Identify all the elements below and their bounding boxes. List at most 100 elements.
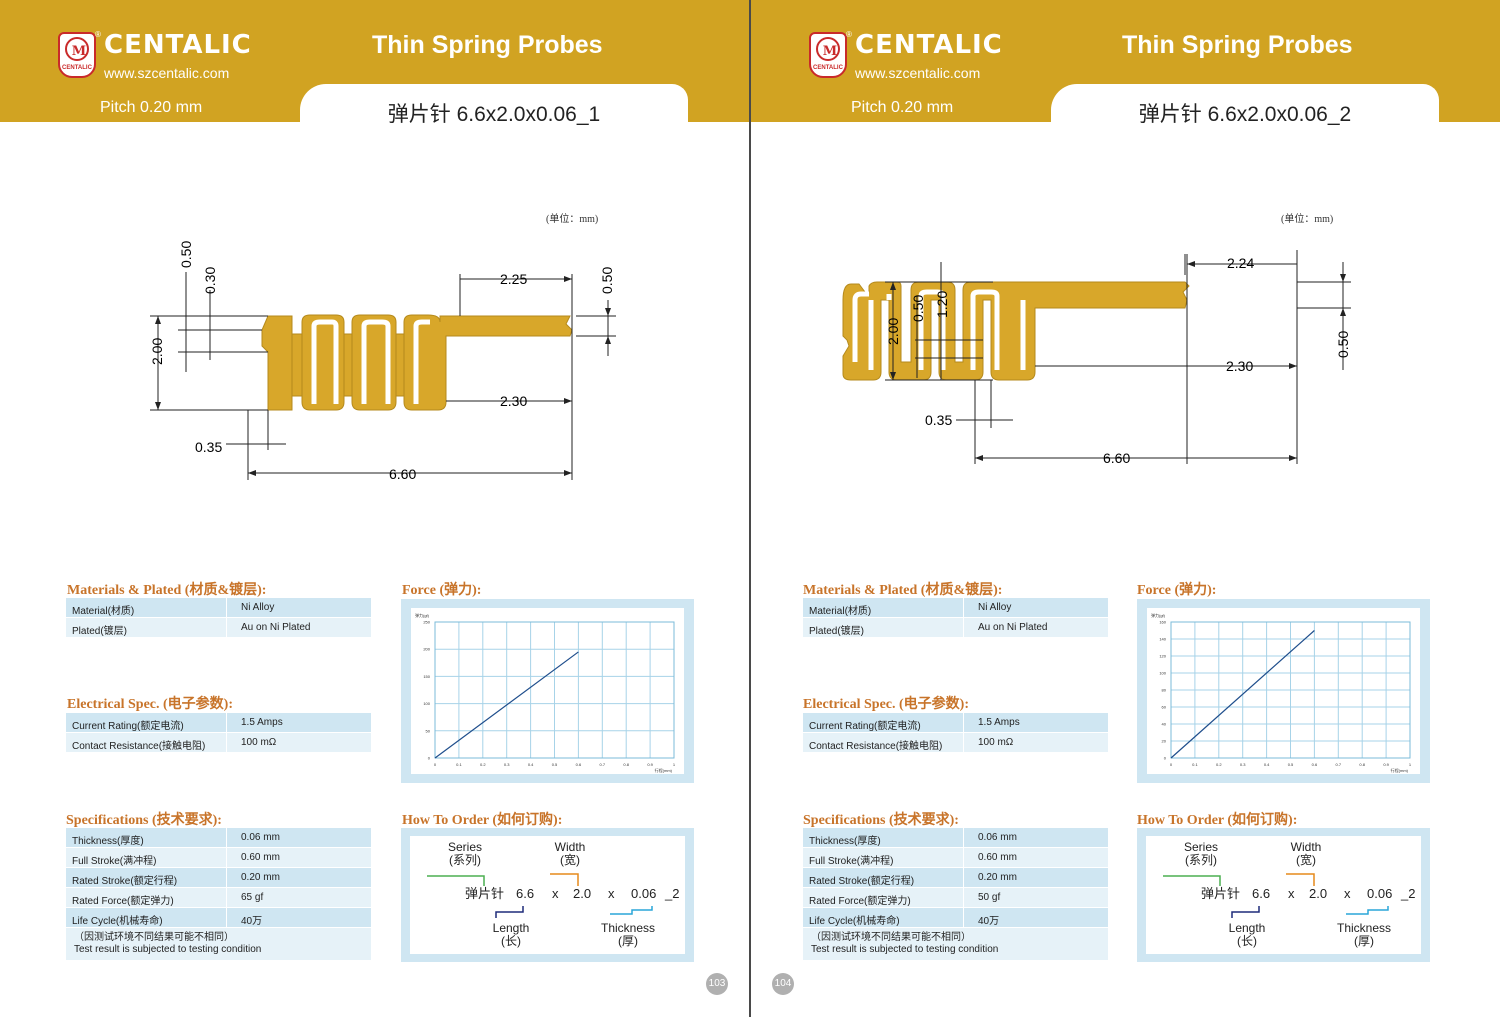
y-tick-label: 100 [1159, 671, 1166, 676]
order-code-name: 弹片针 [465, 886, 505, 901]
order-code-width: 2.0 [573, 886, 592, 901]
x-axis-label: 行程(mm) [1391, 767, 1409, 773]
y-tick-label: 40 [1162, 722, 1167, 727]
force-series-line [1170, 630, 1315, 759]
table-row: Rated Force(额定弹力) 50 gf [803, 888, 1108, 908]
y-tick-label: 120 [1159, 654, 1166, 659]
model-name: 弹片针 6.6x2.0x0.06_1 [387, 103, 601, 126]
x-tick-label: 0.7 [600, 762, 606, 767]
order-leaders [427, 873, 653, 918]
spec-table: Thickness(厚度) 0.06 mm Full Stroke(满冲程) 0.6… [66, 828, 371, 960]
x-tick-label: 0.8 [623, 762, 629, 767]
pitch-label: Pitch 0.20 mm [100, 99, 203, 116]
dim-2-30: 2.30 [500, 393, 527, 409]
x-tick-label: 0.2 [1216, 762, 1222, 767]
table-row: Plated(镀层) Au on Ni Plated [66, 618, 371, 638]
table-row: Plated(镀层) Au on Ni Plated [803, 618, 1108, 638]
y-tick-label: 0 [1164, 756, 1167, 761]
order-code-length: 6.6 [516, 886, 535, 901]
dim-2-30: 2.30 [1226, 358, 1253, 374]
x-tick-label: 0.7 [1336, 762, 1342, 767]
brand-name: CENTALIC [104, 30, 252, 60]
table-row: Thickness(厚度) 0.06 mm [66, 828, 371, 848]
table-row: Rated Stroke(额定行程) 0.20 mm [66, 868, 371, 888]
dim-6-60: 6.60 [389, 466, 416, 482]
table-row: Full Stroke(满冲程) 0.60 mm [803, 848, 1108, 868]
page-number: 104 [772, 973, 794, 995]
table-row: Material(材质) Ni Alloy [66, 598, 371, 618]
x-tick-label: 0.6 [1312, 762, 1318, 767]
page-title: Thin Spring Probes [1122, 31, 1353, 59]
model-name: 弹片针 6.6x2.0x0.06_2 [1138, 103, 1352, 126]
table-row: Full Stroke(满冲程) 0.60 mm [66, 848, 371, 868]
x-tick-label: 0 [434, 762, 437, 767]
order-code-width: 2.0 [1309, 886, 1328, 901]
table-row: Rated Stroke(额定行程) 0.20 mm [803, 868, 1108, 888]
order-code-frame: Series (系列) Width (宽) 弹片针 6.6 x 2.0 x 0.06… [401, 828, 694, 962]
dim-0-50-a: 0.50 [910, 295, 926, 322]
y-tick-label: 20 [1162, 739, 1167, 744]
catalog-page-104: M CENTALIC ® CENTALIC www.szcentalic.com… [751, 0, 1500, 1017]
order-width: Width (宽) [1290, 840, 1322, 867]
y-axis-label: 弹力(gf) [415, 612, 430, 618]
x-tick-label: 0.9 [647, 762, 653, 767]
unit-label: (单位：mm) [546, 214, 599, 225]
order-series: Series (系列) [447, 840, 482, 867]
centalic-logo: M CENTALIC [58, 32, 96, 78]
x-tick-label: 0.1 [456, 762, 462, 767]
x-axis-label: 行程(mm) [655, 767, 673, 773]
centalic-logo: M CENTALIC [809, 32, 847, 78]
plot-frame [1170, 621, 1411, 759]
table-row: Contact Resistance(接触电阻) 100 mΩ [803, 733, 1108, 753]
probe-drawing: 2.00 0.50 1.20 2.24 0.50 2.30 0.35 6.60 [842, 250, 1351, 466]
x-tick-label: 0.6 [576, 762, 582, 767]
page-title: Thin Spring Probes [372, 31, 603, 59]
test-note: （因测试环境不同结果可能不相同） Test result is subjected… [66, 928, 371, 960]
order-code-thickness: 0.06 [1367, 886, 1393, 901]
materials-table: Material(材质) Ni Alloy Plated(镀层) Au on Ni … [66, 598, 371, 638]
electrical-title: Electrical Spec. (电子参数): [67, 697, 234, 712]
order-code-x1: x [1288, 886, 1295, 901]
page-divider [749, 0, 751, 1017]
force-chart-frame: 0 0.1 0.2 0.3 0.4 0.5 0.6 0.7 0.8 0.9 1 0 20 40 60 80 10… [1137, 599, 1430, 783]
order-code-x2: x [608, 886, 615, 901]
electrical-title: Electrical Spec. (电子参数): [803, 697, 970, 712]
pitch-label: Pitch 0.20 mm [851, 99, 954, 116]
probe-slots [311, 319, 430, 404]
x-tick-label: 1 [673, 762, 676, 767]
order-code-suffix: _2 [1401, 886, 1416, 901]
dim-0-35: 0.35 [195, 439, 222, 455]
order-code-x2: x [1344, 886, 1351, 901]
order-thickness: Thickness (厚) [1336, 921, 1392, 948]
y-tick-label: 60 [1162, 705, 1167, 710]
table-row: Material(材质) Ni Alloy [803, 598, 1108, 618]
registered-mark: ® [846, 30, 852, 39]
table-row: Current Rating(额定电流) 1.5 Amps [803, 713, 1108, 733]
x-tick-label: 1 [1409, 762, 1412, 767]
spec-table: Thickness(厚度) 0.06 mm Full Stroke(满冲程) 0.6… [803, 828, 1108, 960]
x-tick-label: 0 [1170, 762, 1173, 767]
y-axis-label: 弹力(gf) [1151, 612, 1166, 618]
dim-2-00: 2.00 [149, 338, 165, 365]
order-code-frame: Series (系列) Width (宽) 弹片针 6.6 x 2.0 x 0.06… [1137, 828, 1430, 962]
order-width: Width (宽) [554, 840, 586, 867]
model-tab: 弹片针 6.6x2.0x0.06_2 [1051, 84, 1439, 130]
probe-shape [842, 281, 1190, 381]
force-title: Force (弹力): [1137, 583, 1217, 598]
y-tick-label: 200 [423, 647, 430, 652]
order-code-length: 6.6 [1252, 886, 1271, 901]
order-length: Length (长) [492, 921, 530, 948]
y-tick-label: 80 [1162, 688, 1167, 693]
y-tick-label: 0 [428, 756, 431, 761]
table-row: Rated Force(额定弹力) 65 gf [66, 888, 371, 908]
order-code-suffix: _2 [665, 886, 680, 901]
table-row: Current Rating(额定电流) 1.5 Amps [66, 713, 371, 733]
table-row: Thickness(厚度) 0.06 mm [803, 828, 1108, 848]
x-tick-label: 0.5 [552, 762, 558, 767]
x-tick-label: 0.9 [1383, 762, 1389, 767]
dim-2-25: 2.25 [500, 271, 527, 287]
electrical-table: Current Rating(额定电流) 1.5 Amps Contact Res… [803, 713, 1108, 753]
probe-slots [852, 289, 1026, 370]
x-tick-label: 0.1 [1192, 762, 1198, 767]
force-chart: 0 0.1 0.2 0.3 0.4 0.5 0.6 0.7 0.8 0.9 1 0 20 40 60 80 10… [1151, 612, 1412, 773]
